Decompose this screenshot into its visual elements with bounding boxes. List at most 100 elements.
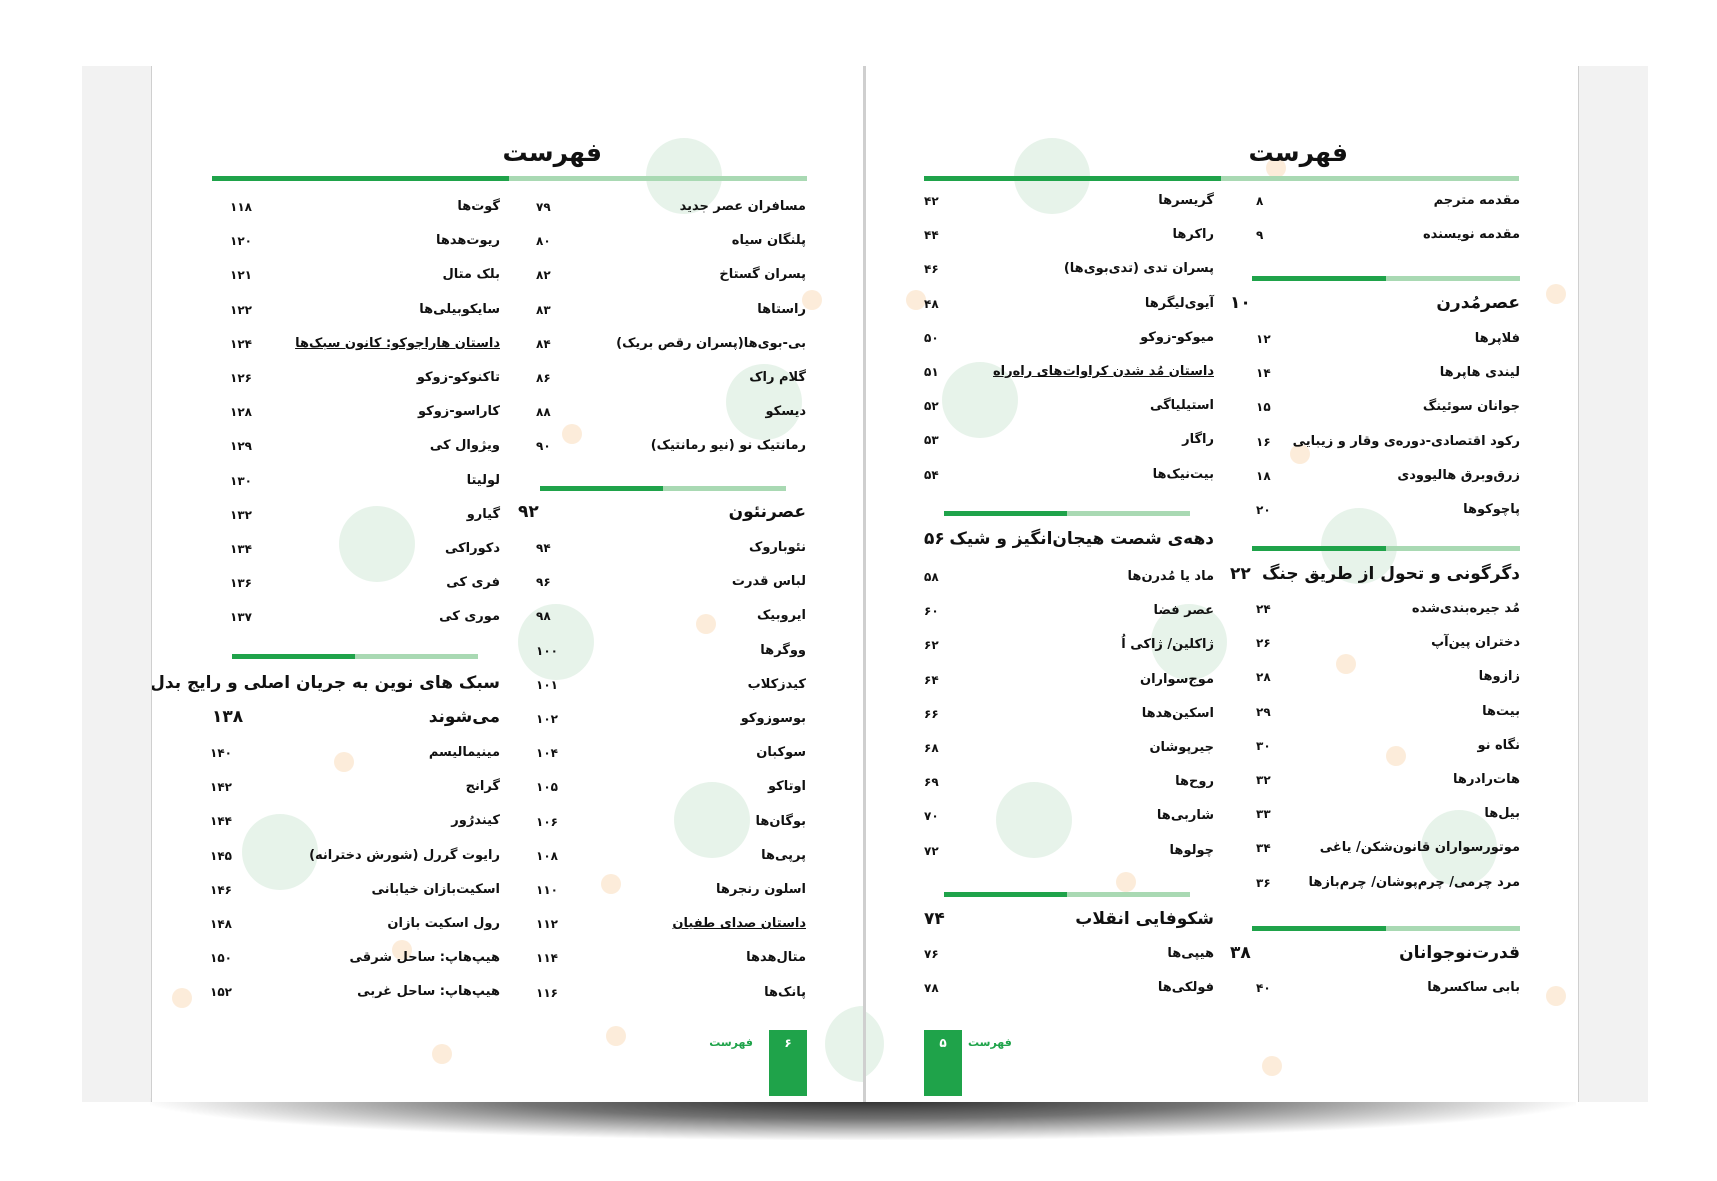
toc-entry-page: ۱۸ [1256,468,1271,483]
toc-entry[interactable]: راستاها ۸۳ [516,299,806,321]
toc-entry[interactable]: پلنگان سیاه ۸۰ [516,230,806,252]
toc-entry[interactable]: داستان هاراجوکو: کانون سبک‌ها ۱۲۴ [210,333,500,355]
toc-entry[interactable]: راکرها ۴۴ [924,224,1214,246]
toc-entry[interactable]: دکوراکی ۱۳۴ [210,538,500,560]
toc-entry[interactable]: پرپی‌ها ۱۰۸ [516,845,806,867]
toc-entry[interactable]: سوکبان ۱۰۴ [516,742,806,764]
toc-entry[interactable]: پسران تدی (تدی‌بوی‌ها) ۴۶ [924,258,1214,280]
toc-entry[interactable]: متال‌هدها ۱۱۴ [516,947,806,969]
toc-entry[interactable]: گوت‌ها ۱۱۸ [210,196,500,218]
toc-entry[interactable]: لباس قدرت ۹۶ [516,571,806,593]
toc-entry[interactable]: اسکیت‌بازان خیابانی ۱۴۶ [210,879,500,901]
toc-entry[interactable]: شاربی‌ها ۷۰ [924,805,1214,827]
toc-entry[interactable]: داستان صدای طفیان ۱۱۲ [516,913,806,935]
toc-entry[interactable]: بیت‌ها ۲۹ [1230,701,1520,723]
toc-entry[interactable]: ویژوال کی ۱۲۹ [210,435,500,457]
toc-entry[interactable]: موج‌سواران ۶۴ [924,669,1214,691]
toc-entry[interactable]: رایوت گررل (شورش دخترانه) ۱۴۵ [210,845,500,867]
toc-entry[interactable]: بیل‌ها ۳۳ [1230,803,1520,825]
toc-entry[interactable]: بابی ساکسرها ۴۰ [1230,977,1520,999]
page-number-tab: ۵ [924,1030,962,1096]
toc-entry[interactable]: رکود اقتصادی-دوره‌ی وقار و زیبایی ۱۶ [1230,431,1520,453]
toc-entry[interactable]: بوگان‌ها ۱۰۶ [516,811,806,833]
toc-entry[interactable]: مقدمه مترجم ۸ [1230,190,1520,212]
toc-entry[interactable]: آیوی‌لیگرها ۴۸ [924,293,1214,315]
toc-entry[interactable]: داستان مُد شدن کراوات‌های راه‌راه ۵۱ [924,361,1214,383]
toc-entry[interactable]: استیلیاگی ۵۲ [924,395,1214,417]
toc-entry[interactable]: اسلون رنجرها ۱۱۰ [516,879,806,901]
toc-entry[interactable]: گرانج ۱۴۲ [210,776,500,798]
section-title[interactable]: عصرنئون [728,502,806,522]
toc-entry[interactable]: هیپ‌هاپ: ساحل غربی ۱۵۲ [210,981,500,1003]
toc-entry[interactable]: راگار ۵۳ [924,429,1214,451]
toc-entry[interactable]: مینیمالیسم ۱۴۰ [210,742,500,764]
toc-entry-page: ۱۴۶ [210,882,232,897]
toc-entry[interactable]: مُد جیره‌بندی‌شده ۲۴ [1230,598,1520,620]
toc-entry-title: کاراسو-زوکو [418,404,500,420]
section-title[interactable]: عصرمُدرن [1436,293,1520,313]
toc-entry-title: سایکوبیلی‌ها [419,301,500,317]
toc-entry[interactable]: گریسرها ۴۲ [924,190,1214,212]
toc-entry[interactable]: فلاپرها ۱۲ [1230,328,1520,350]
section-title[interactable]: قدرت‌نوجوانان [1399,943,1520,963]
toc-entry[interactable]: اوتاکو ۱۰۵ [516,776,806,798]
toc-entry[interactable]: ووگرها ۱۰۰ [516,640,806,662]
toc-entry[interactable]: کاراسو-زوکو ۱۲۸ [210,401,500,423]
toc-entry[interactable]: هیپ‌هاپ: ساحل شرقی ۱۵۰ [210,947,500,969]
toc-entry[interactable]: فری کی ۱۳۶ [210,572,500,594]
toc-entry[interactable]: تاکنوکو-زوکو ۱۲۶ [210,367,500,389]
toc-entry[interactable]: چولوها ۷۲ [924,840,1214,862]
toc-entry[interactable]: پاچوکوها ۲۰ [1230,499,1520,521]
section-title[interactable]: شکوفایی انقلاب [1075,909,1214,929]
toc-entry[interactable]: موری کی ۱۳۷ [210,606,500,628]
toc-entry-page: ۲۹ [1256,704,1271,719]
toc-entry-page: ۴۲ [924,194,939,208]
section-title[interactable]: دگرگونی و تحول از طریق جنگ [1261,564,1520,584]
toc-entry[interactable]: زازوها ۲۸ [1230,666,1520,688]
toc-entry[interactable]: نگاه نو ۳۰ [1230,735,1520,757]
toc-entry[interactable]: سایکوبیلی‌ها ۱۲۲ [210,299,500,321]
toc-entry[interactable]: مرد چرمی/ چرم‌پوشان/ چرم‌بازها ۳۶ [1230,872,1520,894]
toc-entry[interactable]: میوکو-زوکو ۵۰ [924,327,1214,349]
toc-entry[interactable]: لیندی هاپرها ۱۴ [1230,362,1520,384]
section-title[interactable]: می‌شوند [428,707,500,727]
toc-entry[interactable]: بلک متال ۱۲۱ [210,264,500,286]
section-title[interactable]: دهه‌ی شصت هیجان‌انگیز و شیک [949,529,1214,549]
toc-entry[interactable]: دیسکو ۸۸ [516,401,806,423]
toc-entry[interactable]: کیندرُور ۱۴۴ [210,810,500,832]
toc-entry[interactable]: بیت‌نیک‌ها ۵۴ [924,464,1214,486]
toc-entry[interactable]: مقدمه نویسنده ۹ [1230,224,1520,246]
toc-entry[interactable]: ایروبیک ۹۸ [516,605,806,627]
section-title[interactable]: سبک های نوین به جریان اصلی و رایج بدل [151,673,500,693]
toc-entry-title: بیت‌نیک‌ها [1152,466,1214,482]
toc-entry[interactable]: جوانان سوئینگ ۱۵ [1230,396,1520,418]
toc-entry[interactable]: رمانتیک نو (نیو رمانتیک) ۹۰ [516,435,806,457]
toc-entry[interactable]: ماد یا مُدرن‌ها ۵۸ [924,566,1214,588]
toc-entry[interactable]: ریوت‌هدها ۱۲۰ [210,230,500,252]
toc-entry[interactable]: هات‌رادرها ۳۲ [1230,769,1520,791]
toc-entry[interactable]: اسکین‌هدها ۶۶ [924,703,1214,725]
toc-entry[interactable]: روح‌ها ۶۹ [924,771,1214,793]
toc-entry[interactable]: نئوباروک ۹۴ [516,537,806,559]
toc-entry[interactable]: پانک‌ها ۱۱۶ [516,982,806,1004]
toc-entry[interactable]: پسران گستاخ ۸۲ [516,264,806,286]
toc-entry[interactable]: عصر فضا ۶۰ [924,600,1214,622]
toc-entry[interactable]: بوسوزوکو ۱۰۲ [516,708,806,730]
toc-entry[interactable]: کیدزکلاب ۱۰۱ [516,674,806,696]
decor-circle [866,1006,884,1082]
toc-entry[interactable]: هیپی‌ها ۷۶ [924,943,1214,965]
toc-entry[interactable]: موتورسواران قانون‌شکن/ یاغی ۳۴ [1230,837,1520,859]
toc-entry[interactable]: بی-بوی‌ها(پسران رقص بریک) ۸۴ [516,333,806,355]
toc-entry[interactable]: مسافران عصر جدید ۷۹ [516,196,806,218]
toc-entry-title: اسکیت‌بازان خیابانی [371,881,500,897]
toc-entry[interactable]: ژاکلین/ ژاکی اُ ۶۲ [924,634,1214,656]
toc-entry[interactable]: گلام راک ۸۶ [516,367,806,389]
toc-entry[interactable]: زرق‌وبرق هالیوودی ۱۸ [1230,465,1520,487]
toc-entry[interactable]: جیرپوشان ۶۸ [924,737,1214,759]
toc-entry[interactable]: گیارو ۱۳۲ [210,504,500,526]
toc-entry[interactable]: دختران پین‌آپ ۲۶ [1230,632,1520,654]
toc-entry-page: ۱۴ [1256,366,1271,381]
toc-entry[interactable]: فولکی‌ها ۷۸ [924,977,1214,999]
toc-entry[interactable]: رول اسکیت بازان ۱۴۸ [210,913,500,935]
toc-entry[interactable]: لولیتا ۱۳۰ [210,470,500,492]
